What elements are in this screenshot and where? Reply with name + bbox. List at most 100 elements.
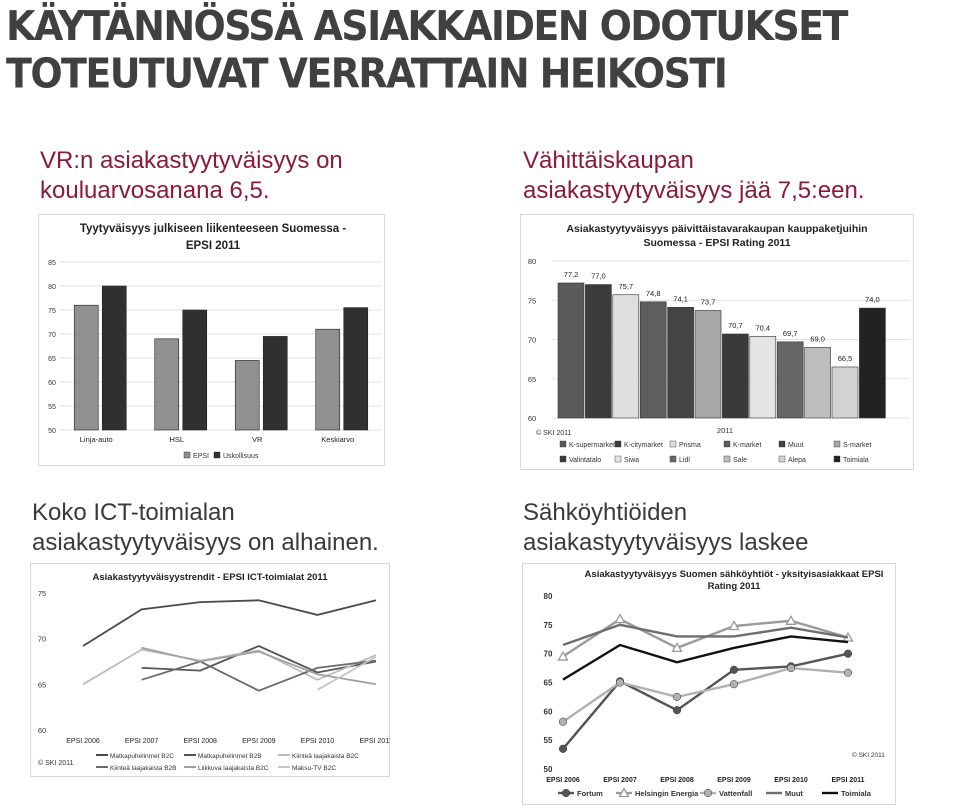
chart4-legend-label: Fortum: [577, 789, 603, 798]
chart4-frame: [522, 563, 896, 805]
chart2-data-label: 77,2: [564, 270, 579, 279]
chart4-y-tick-label: 50: [544, 765, 553, 774]
chart1-legend-label: EPSI: [193, 453, 209, 460]
chart1-bar: [234, 360, 260, 431]
caption-retail-line-2: asiakastyytyväisyys jää 7,5:een.: [523, 177, 865, 204]
chart2-legend-swatch: [669, 455, 677, 463]
chart4-data-point: [843, 649, 853, 658]
headline: KÄYTÄNNÖSSÄ ASIAKKAIDEN ODOTUKSET TOTEUT…: [6, 2, 956, 97]
chart4-data-point: [558, 717, 568, 726]
chart4-series-line: [562, 666, 849, 723]
chart1-svg: Tyytyväisyys julkiseen liikenteeseen Suo…: [38, 214, 385, 466]
chart4-legend-label: Helsingin Energia: [635, 789, 699, 798]
chart1-bar: [101, 285, 127, 431]
chart1-title-line: EPSI 2011: [186, 240, 241, 252]
chart3-x-tick-label: EPSI 2006: [66, 738, 100, 745]
chart4-y-tick-label: 65: [544, 679, 553, 688]
chart4-data-point: [785, 614, 797, 625]
chart3-y-tick-label: 75: [38, 589, 46, 598]
chart2-bar: [612, 294, 640, 419]
chart-retail-chains: Asiakastyytyväisyys päivittäistavarakaup…: [520, 214, 914, 470]
chart4-y-tick-label: 70: [544, 650, 553, 659]
chart2-legend-label: Muut: [788, 442, 804, 449]
chart1-x-tick-label: HSL: [169, 435, 184, 444]
chart2-y-tick-label: 75: [528, 296, 536, 305]
chart2-legend-label: Sale: [733, 457, 747, 464]
chart2-bar: [585, 284, 612, 419]
chart1-legend-swatch: [213, 451, 221, 459]
chart2-title-line: Suomessa - EPSI Rating 2011: [643, 237, 790, 249]
chart3-legend-label: Kiinteä laajakaista B2B: [110, 765, 177, 772]
chart4-x-tick-label: EPSI 2006: [546, 777, 580, 784]
caption-vr-line-2: kouluarvosanana 6,5.: [40, 177, 270, 204]
chart-energy-companies: Asiakastyytyväisyys Suomen sähköyhtiöt -…: [522, 563, 896, 805]
chart2-bar: [749, 336, 777, 419]
chart3-series-line: [82, 599, 377, 647]
chart4-y-tick-label: 55: [544, 736, 553, 745]
caption-ict-line-1: Koko ICT-toimialan: [32, 499, 235, 526]
chart4-legend-marker: [703, 788, 713, 798]
chart3-series-line: [316, 656, 377, 691]
chart1-bar: [343, 307, 369, 431]
chart1-y-tick-label: 80: [48, 284, 56, 291]
chart1-x-tick-label: Keskiarvo: [321, 435, 354, 444]
chart1-y-tick-label: 60: [48, 380, 56, 387]
chart1-y-tick-label: 55: [48, 404, 56, 411]
chart2-legend-label: K-supermarket: [569, 442, 615, 449]
chart1-y-tick-label: 85: [48, 260, 56, 267]
headline-line-1: KÄYTÄNNÖSSÄ ASIAKKAIDEN ODOTUKSET: [6, 2, 848, 50]
caption-energy: Sähköyhtiöiden asiakastyytyväisyys laske…: [523, 498, 808, 558]
chart2-legend-label: Toimiala: [843, 457, 869, 464]
chart3-legend-label: Matkapuhelinmet B2B: [198, 753, 262, 760]
chart2-y-tick-label: 70: [528, 336, 536, 345]
chart4-data-point: [786, 664, 796, 673]
chart2-legend-swatch: [559, 455, 567, 463]
chart2-legend-swatch: [833, 455, 841, 463]
chart3-legend-label: Liikkuva laajakaista B2C: [198, 765, 269, 772]
chart4-data-point: [615, 678, 625, 687]
chart4-y-tick-label: 80: [544, 592, 553, 601]
chart3-y-tick-label: 65: [38, 680, 46, 689]
chart1-bar: [315, 328, 341, 431]
chart4-title-line: Asiakastyytyväisyys Suomen sähköyhtiöt -…: [585, 569, 884, 580]
chart2-data-label: 74,1: [673, 294, 688, 303]
chart4-copyright: © SKI 2011: [852, 751, 885, 759]
chart2-data-label: 75,7: [618, 282, 633, 291]
chart3-x-tick-label: EPSI 2009: [242, 738, 276, 745]
chart2-legend-label: Alepa: [788, 457, 806, 464]
chart3-svg: Asiakastyytyväisyystrendit - EPSI ICT-to…: [30, 563, 390, 777]
chart2-y-tick-label: 60: [528, 414, 536, 423]
chart2-data-label: 69,0: [810, 334, 825, 343]
chart2-legend-label: K-market: [733, 442, 761, 449]
caption-vr-line-1: VR:n asiakastyytyväisyys on: [40, 147, 343, 174]
chart2-bar: [859, 307, 886, 419]
chart1-x-tick-label: VR: [252, 435, 263, 444]
chart4-data-point: [672, 706, 682, 715]
chart4-legend-label: Muut: [785, 789, 803, 798]
chart2-bar: [776, 341, 804, 419]
chart1-y-tick-label: 50: [48, 428, 56, 435]
chart1-x-tick-label: Linja-auto: [80, 435, 113, 444]
chart3-copyright: © SKI 2011: [38, 759, 73, 767]
chart2-legend-label: Lidl: [679, 457, 690, 464]
chart1-legend-swatch: [183, 451, 191, 459]
chart2-data-label: 69,7: [783, 329, 798, 338]
chart2-title-line: Asiakastyytyväisyys päivittäistavarakaup…: [566, 223, 867, 235]
caption-ict-line-2: asiakastyytyväisyys on alhainen.: [32, 529, 379, 556]
chart2-legend-label: Prisma: [679, 442, 701, 449]
chart2-bar: [667, 307, 694, 419]
chart1-bar: [73, 304, 99, 431]
chart4-data-point: [672, 692, 682, 701]
chart2-bar: [694, 310, 722, 419]
chart2-data-label: 74,8: [646, 289, 661, 298]
chart4-data-point: [558, 744, 568, 753]
chart1-bar: [262, 336, 288, 431]
chart1-y-tick-label: 70: [48, 332, 56, 339]
chart2-legend-swatch: [833, 440, 841, 448]
chart4-series-line: [562, 635, 849, 681]
chart3-y-tick-label: 70: [38, 635, 46, 644]
chart2-legend-label: Siwa: [624, 457, 639, 464]
chart-public-transport: Tyytyväisyys julkiseen liikenteeseen Suo…: [38, 214, 385, 466]
chart2-bar: [639, 301, 667, 419]
caption-energy-line-2: asiakastyytyväisyys laskee: [523, 529, 809, 556]
